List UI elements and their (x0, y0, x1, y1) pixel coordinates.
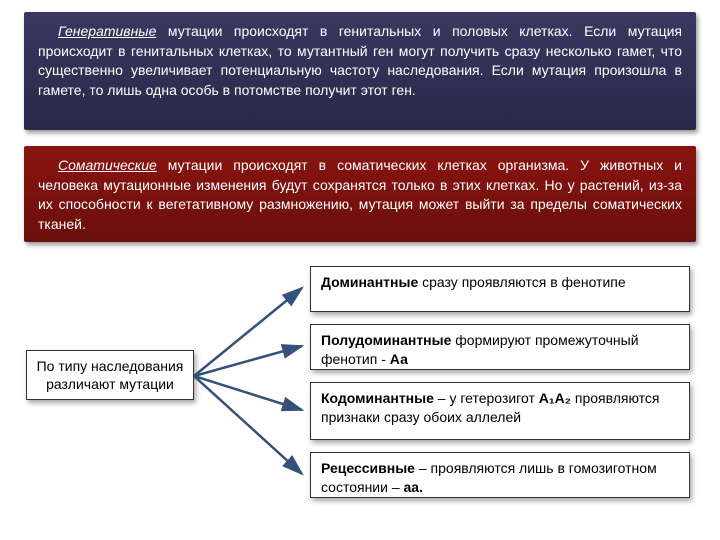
target-dominant: Доминантные сразу проявляются в фенотипе (310, 266, 690, 312)
t3-rest: – у гетерозигот (434, 390, 539, 406)
t1-rest: сразу проявляются в фенотипе (418, 274, 625, 290)
t4-bold: Рецессивные (321, 460, 415, 476)
t2-bold: Полудоминантные (321, 332, 451, 348)
t3-extra: А₁А₂ (539, 390, 571, 406)
source-label: По типу наследования различают мутации (31, 357, 189, 393)
target-recessive: Рецессивные – проявляются лишь в гомозиг… (310, 452, 690, 498)
t3-bold: Кодоминантные (321, 390, 434, 406)
generative-block: Генеративные мутации происходят в генита… (24, 12, 696, 130)
somatic-term: Соматические (58, 157, 157, 173)
t1-bold: Доминантные (321, 274, 418, 290)
somatic-block: Соматические мутации происходят в сомати… (24, 146, 696, 242)
t2-extra: Аа (390, 351, 408, 367)
generative-term: Генеративные (58, 23, 156, 39)
target-semidominant: Полудоминантные формируют промежуточный … (310, 324, 690, 370)
target-codominant: Кодоминантные – у гетерозигот А₁А₂ прояв… (310, 382, 690, 440)
arrows-svg (194, 266, 310, 498)
diagram-source: По типу наследования различают мутации (26, 350, 194, 400)
t4-extra: аа. (404, 479, 423, 495)
